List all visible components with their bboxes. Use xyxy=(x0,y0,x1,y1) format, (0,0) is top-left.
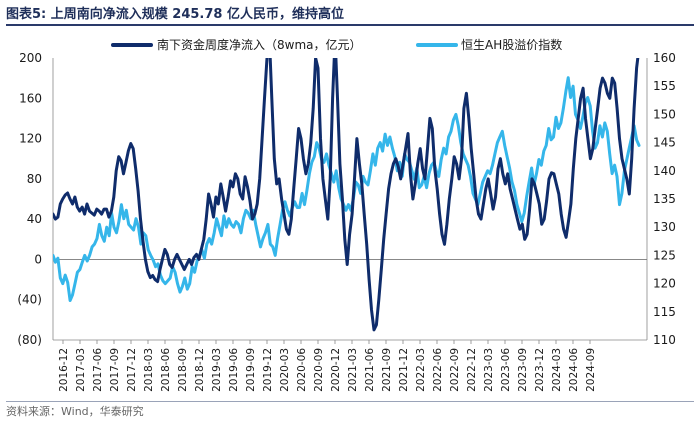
x-tick-label: 2020-06 xyxy=(296,348,308,392)
x-tick-label: 2022-12 xyxy=(466,348,478,392)
y-left-tick-label: 200 xyxy=(19,51,42,65)
y-left-tick-label: 160 xyxy=(19,91,42,105)
x-tick-label: 2022-03 xyxy=(415,348,427,392)
y-left-tick-label: 120 xyxy=(19,132,42,146)
x-tick-label: 2017-09 xyxy=(109,348,121,392)
x-axis: 2016-12 2017-03 2017-06 2017-09 2017-12 2018-… xyxy=(58,340,597,392)
x-tick-label: 2018-03 xyxy=(143,348,155,392)
x-tick-label: 2022-06 xyxy=(432,348,444,392)
x-tick-label: 2019-03 xyxy=(211,348,223,392)
x-tick-label: 2021-09 xyxy=(381,348,393,392)
x-tick-label: 2018-09 xyxy=(177,348,189,392)
x-tick-label: 2019-12 xyxy=(262,348,274,392)
title-divider xyxy=(6,24,694,26)
y-right-tick-label: 145 xyxy=(653,136,676,150)
series-line-ah-premium-index xyxy=(53,76,641,302)
y-right-tick-label: 135 xyxy=(653,192,676,206)
y-right-tick-label: 110 xyxy=(653,333,676,347)
legend-label-southbound: 南下资金周度净流入（8wma，亿元） xyxy=(157,37,362,52)
x-tick-label: 2024-06 xyxy=(568,348,580,392)
y-left-tick-label: 40 xyxy=(27,212,42,226)
y-axis-left: 200 160 120 80 40 0 (40) (80) xyxy=(17,51,42,347)
x-tick-label: 2023-09 xyxy=(517,348,529,392)
y-right-tick-label: 150 xyxy=(653,107,676,121)
x-tick-label: 2023-03 xyxy=(483,348,495,392)
x-tick-label: 2017-12 xyxy=(126,348,138,392)
source-divider xyxy=(6,401,694,402)
x-tick-label: 2017-06 xyxy=(92,348,104,392)
x-tick-label: 2020-09 xyxy=(313,348,325,392)
x-tick-label: 2023-12 xyxy=(534,348,546,392)
y-right-tick-label: 130 xyxy=(653,220,676,234)
x-tick-label: 2023-06 xyxy=(500,348,512,392)
x-tick-label: 2020-12 xyxy=(330,348,342,392)
x-tick-label: 2021-12 xyxy=(398,348,410,392)
x-tick-label: 2020-03 xyxy=(279,348,291,392)
y-left-tick-label: (80) xyxy=(17,333,42,347)
x-tick-label: 2019-09 xyxy=(245,348,257,392)
x-tick-label: 2022-09 xyxy=(449,348,461,392)
y-right-tick-label: 140 xyxy=(653,164,676,178)
x-tick-label: 2021-06 xyxy=(364,348,376,392)
x-tick-label: 2016-12 xyxy=(58,348,70,392)
x-tick-label: 2018-06 xyxy=(160,348,172,392)
y-left-tick-label: 80 xyxy=(27,172,42,186)
chart-title: 图表5: 上周南向净流入规模 245.78 亿人民币，维持高位 xyxy=(6,7,344,22)
x-tick-label: 2017-03 xyxy=(75,348,87,392)
x-tick-label: 2019-06 xyxy=(228,348,240,392)
source-note: 资料来源：Wind，华泰研究 xyxy=(6,405,144,418)
y-axis-right: 160 155 150 145 140 135 130 125 120 115 110 xyxy=(653,51,676,347)
x-tick-label: 2018-12 xyxy=(194,348,206,392)
x-tick-label: 2021-03 xyxy=(347,348,359,392)
legend-label-ah-index: 恒生AH股溢价指数 xyxy=(461,37,562,52)
series-line-southbound-net-inflow xyxy=(53,58,640,332)
x-tick-label: 2024-09 xyxy=(585,348,597,392)
y-right-tick-label: 115 xyxy=(653,305,676,319)
y-left-tick-label: (40) xyxy=(17,293,42,307)
y-right-tick-label: 155 xyxy=(653,79,676,93)
x-tick-label: 2024-03 xyxy=(551,348,563,392)
y-right-tick-label: 160 xyxy=(653,51,676,65)
chart-legend: 南下资金周度净流入（8wma，亿元） 恒生AH股溢价指数 xyxy=(111,37,562,52)
y-left-tick-label: 0 xyxy=(34,252,42,266)
y-right-tick-label: 120 xyxy=(653,277,676,291)
y-right-tick-label: 125 xyxy=(653,248,676,262)
